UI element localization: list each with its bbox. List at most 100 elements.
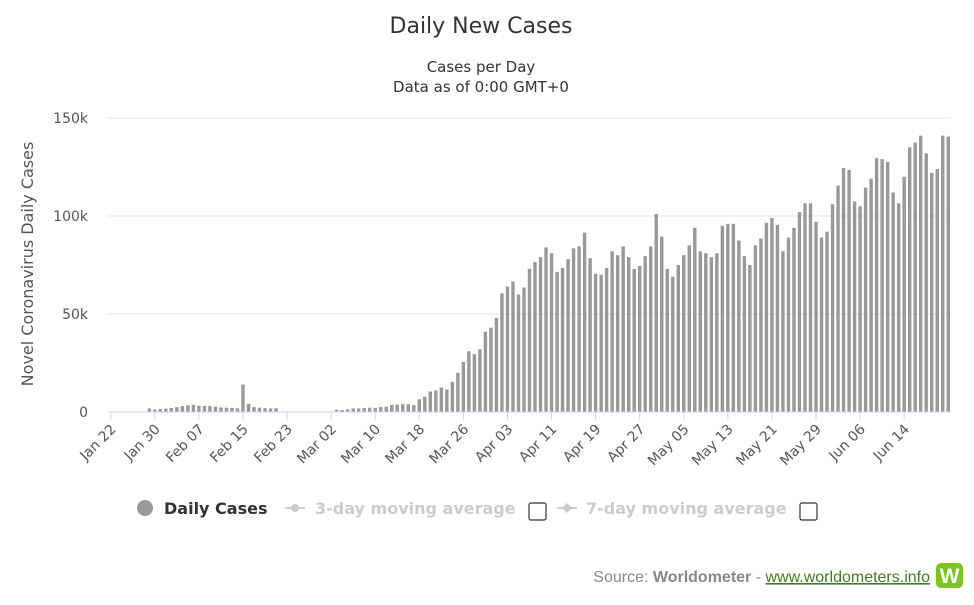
bar[interactable] [533,262,537,412]
bar[interactable] [869,178,873,412]
bar[interactable] [164,408,168,412]
bar[interactable] [450,381,455,412]
bar[interactable] [445,389,449,412]
bar[interactable] [483,331,488,412]
bar[interactable] [356,408,361,412]
bar[interactable] [803,203,807,412]
bar[interactable] [401,404,405,412]
bar[interactable] [637,265,642,412]
bar[interactable] [345,409,350,412]
bar[interactable] [434,390,438,412]
bar[interactable] [825,231,829,412]
bar[interactable] [588,258,592,412]
bar[interactable] [753,245,758,412]
bar[interactable] [946,136,950,412]
bar[interactable] [632,268,636,412]
bar[interactable] [891,192,895,412]
bar[interactable] [660,236,664,412]
bar[interactable] [693,227,697,412]
bar[interactable] [709,257,714,412]
bar[interactable] [836,185,840,412]
bar[interactable] [246,403,251,412]
bar[interactable] [191,404,196,412]
bar[interactable] [654,214,658,412]
bar[interactable] [626,257,631,412]
bar[interactable] [593,273,598,412]
bar[interactable] [417,399,422,412]
bar[interactable] [858,206,862,412]
bar[interactable] [808,203,813,412]
bar[interactable] [334,409,339,412]
bar[interactable] [202,405,207,412]
bar[interactable] [930,172,934,412]
bar[interactable] [726,223,730,412]
bar[interactable] [863,187,868,412]
bar[interactable] [208,405,212,412]
bar[interactable] [880,159,884,412]
bar[interactable] [852,201,857,412]
legend-item-3-day-average[interactable]: 3-day moving average [285,499,516,518]
bar[interactable] [907,147,912,412]
bar[interactable] [941,135,945,412]
bar[interactable] [786,237,791,412]
bar[interactable] [467,351,471,412]
bar[interactable] [847,169,851,412]
bar[interactable] [913,142,917,413]
bar[interactable] [599,274,603,412]
bar[interactable] [274,408,278,412]
bar[interactable] [742,256,747,412]
bar[interactable] [896,203,901,412]
bar[interactable] [549,253,554,412]
bar[interactable] [505,286,510,412]
bar[interactable] [395,404,399,412]
bar[interactable] [775,224,780,412]
bar[interactable] [610,251,614,412]
bar[interactable] [412,405,416,412]
bar[interactable] [351,408,355,412]
bar[interactable] [704,253,708,412]
bar[interactable] [153,409,157,412]
bar[interactable] [213,406,218,412]
bar[interactable] [511,281,515,412]
bar[interactable] [770,217,774,412]
bar[interactable] [494,317,499,412]
bar[interactable] [621,246,625,412]
bar[interactable] [935,168,939,412]
bar[interactable] [604,267,609,412]
bar[interactable] [241,384,245,412]
bar[interactable] [257,407,262,412]
bar[interactable] [582,232,587,412]
bar[interactable] [362,408,366,412]
bar[interactable] [368,407,372,412]
bar[interactable] [731,223,736,412]
bar[interactable] [874,158,879,412]
bar[interactable] [841,167,846,412]
bar[interactable] [456,372,460,412]
bar[interactable] [252,407,256,412]
bar[interactable] [428,391,433,412]
bar[interactable] [340,410,344,412]
bar[interactable] [566,259,570,412]
bar[interactable] [522,287,526,412]
bar[interactable] [197,405,201,412]
source-link[interactable]: www.worldometers.info [765,569,931,586]
bar[interactable] [147,408,152,412]
bar[interactable] [819,237,824,412]
bar[interactable] [814,221,818,412]
bar[interactable] [235,408,240,412]
bar[interactable] [423,396,427,412]
bar[interactable] [759,238,763,412]
bar[interactable] [544,247,548,412]
bar[interactable] [224,407,229,412]
bar[interactable] [698,251,703,412]
bar[interactable] [169,408,174,412]
bar[interactable] [527,268,532,412]
bar[interactable] [175,407,179,412]
bar[interactable] [263,408,267,412]
bar[interactable] [902,176,906,412]
bar[interactable] [516,294,521,412]
bar[interactable] [406,404,410,412]
bar[interactable] [715,253,719,412]
bar[interactable] [918,135,923,412]
bar[interactable] [577,246,581,412]
